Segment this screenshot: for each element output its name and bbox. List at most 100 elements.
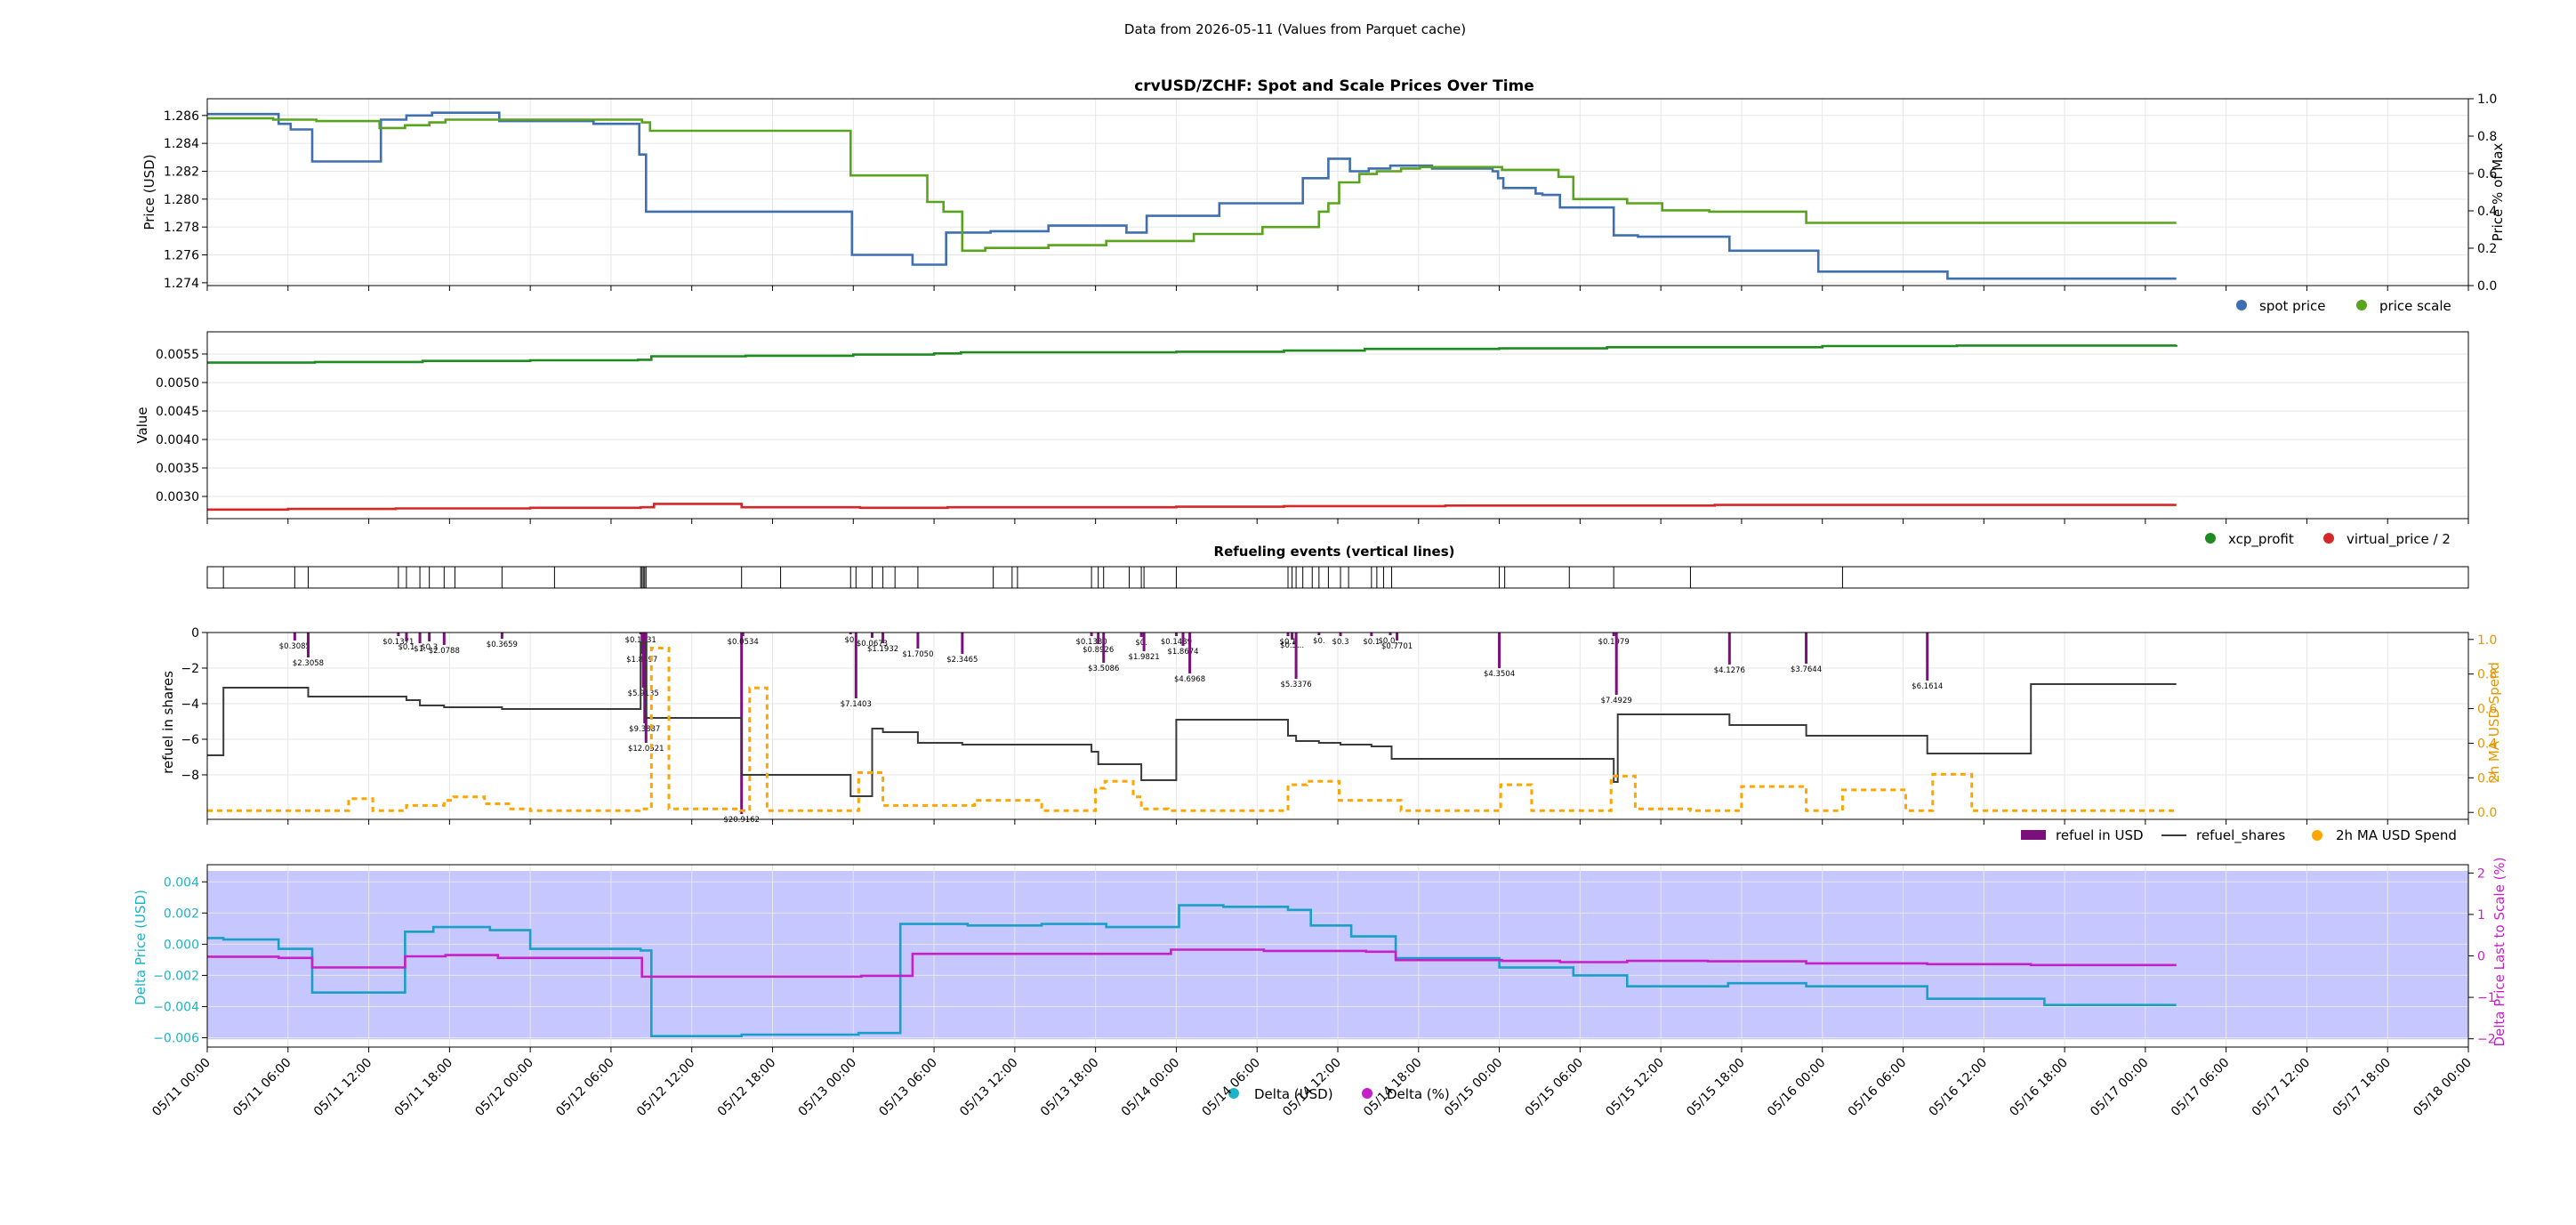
refuel-bar [442,633,446,645]
panel-value-frame [206,331,2469,520]
y2-tick-label: 0.8 [2477,668,2497,682]
panel-value-ylabel: Value [134,407,150,443]
refuel-bar-label: $4.1276 [1714,666,1745,675]
panel-delta-ylabel: Delta Price (USD) [133,890,149,1005]
y-tick-label: 0.0055 [156,348,199,362]
panel-refuel-events-frame [206,566,2469,589]
refuel-bar-label: $1.8497 [626,656,657,665]
y2-tick-label: 0.2 [2477,242,2497,256]
x-tick-label: 05/12 00:00 [472,1056,536,1120]
refuel-bar [1102,633,1106,663]
legend-marker-ma-spend [2312,830,2322,841]
refuel-bar [428,633,431,641]
refuel-bar [1805,633,1808,664]
panel-refuel-ylabel: refuel in shares [160,671,176,774]
x-tick-label: 05/13 00:00 [796,1056,860,1120]
x-tick-label: 05/16 06:00 [1846,1056,1910,1120]
panel-price-title: crvUSD/ZCHF: Spot and Scale Prices Over … [1134,77,1534,95]
refuel-bar-label: $0.1 [1363,638,1380,647]
refuel-bar-label: $0.1371 [382,638,414,647]
refuel-bar-label: $0.3659 [487,641,518,649]
y-tick-label: 1.274 [164,277,199,291]
y2-tick-label: −1 [2477,991,2496,1005]
y-tick-label: 1.282 [164,165,199,179]
x-tick-label: 05/13 12:00 [957,1056,1021,1120]
y-tick-label: 0.0050 [156,376,199,391]
x-tick-label: 05/17 18:00 [2330,1056,2395,1120]
refuel-bar [849,633,852,634]
legend-value: xcp_profit virtual_price / 2 [2205,531,2451,548]
series-ma-spend [207,647,2177,812]
panel-1-grid [206,99,2469,286]
refuel-bar-label: $0.3085 [279,642,310,651]
x-tick-label: 05/15 00:00 [1442,1056,1506,1120]
refuel-bar [961,633,964,654]
refuel-bar-label: $0. [1135,639,1147,648]
legend-marker-delta-usd [1228,1088,1239,1099]
refuel-bar-label: $20.9162 [723,816,760,825]
x-tick-label: 05/17 06:00 [2169,1056,2233,1120]
legend-delta: Delta (USD) Delta (%) [1228,1086,1450,1102]
series-refuel-shares [207,641,2177,797]
refuel-bar [881,633,885,643]
x-tick-label: 05/11 00:00 [149,1056,213,1120]
x-tick-label: 05/17 12:00 [2250,1056,2314,1120]
x-tick-label: 05/12 18:00 [715,1056,779,1120]
refuel-bar-label: $4.6968 [1174,675,1205,684]
refuel-bar-label: $0.0673 [857,640,888,649]
y2-tick-label: 0.0 [2477,279,2497,294]
refuel-bar [1181,633,1185,646]
panel-price-frame [206,98,2469,286]
panel-refuel-frame [206,632,2469,820]
panel-price-ylabel: Price (USD) [141,154,157,230]
series-xcp-profit [207,344,2178,364]
refuel-bar [1291,633,1294,640]
legend-label-refuel-usd: refuel in USD [2056,827,2144,843]
refuel-bar-label: $0.1 [398,643,415,652]
panel-delta-y2label: Delta Price Last to Scale (%) [2491,857,2508,1046]
series-price-scale [207,117,2177,253]
refuel-bar [1396,633,1399,641]
refuel-bar-label: $0.0... [1378,637,1402,646]
refuel-bar-label: $1. [414,645,426,654]
refuel-bar-label: $3.5086 [1088,665,1119,673]
x-tick-label: 05/12 06:00 [553,1056,617,1120]
y2-tick-label: 0 [2477,950,2485,964]
refuel-bar-label: $0.1631 [625,636,656,645]
x-tick-label: 05/11 18:00 [392,1056,456,1120]
x-tick-label: 05/16 12:00 [1927,1056,1991,1120]
refuel-bar-label: $0.0534 [728,638,759,647]
y2-tick-label: −2 [2477,1033,2496,1047]
y2-tick-label: 1.0 [2477,633,2497,648]
legend-marker-price-scale [2356,300,2367,310]
panel-price: crvUSD/ZCHF: Spot and Scale Prices Over … [141,77,2506,294]
legend-marker-virtual-price [2323,533,2334,544]
refuel-bar-label: $12.0521 [628,745,664,754]
series-spot-price [207,111,2177,280]
legend-label-delta-pct: Delta (%) [1387,1086,1450,1102]
x-tick-label: 05/18 00:00 [2411,1056,2475,1120]
refuel-bar [1926,633,1929,681]
legend-marker-refuel-usd [2021,830,2046,840]
legend-label-refuel-shares: refuel_shares [2196,827,2285,844]
y2-tick-label: 1.0 [2477,93,2497,107]
refuel-bar-label: $2.3465 [946,656,978,665]
refuel-bar [1498,633,1501,668]
legend-marker-spot-price [2236,300,2247,310]
refuel-bar [870,633,873,638]
refuel-bar [293,633,296,641]
refuel-bar-label: $2.3058 [293,659,324,668]
panel-refuel-events: Refueling events (vertical lines) [206,544,2469,589]
x-tick-label: 05/12 12:00 [634,1056,698,1120]
x-tick-label: 05/15 12:00 [1603,1056,1667,1120]
y2-tick-label: 0.4 [2477,205,2497,219]
legend-label-delta-usd: Delta (USD) [1254,1086,1333,1102]
legend-marker-delta-pct [1362,1088,1373,1099]
legend-price: spot price price scale [2236,298,2451,314]
y-tick-label: 1.280 [164,193,199,207]
panel-value: Value 0.0030 0.0035 0.0040 0.0045 0.0050 0.00… [134,331,2469,524]
refuel-bar-label: $0.3 [421,643,438,652]
y-tick-label: 0.0045 [156,405,199,419]
refuel-bar [1174,633,1178,636]
